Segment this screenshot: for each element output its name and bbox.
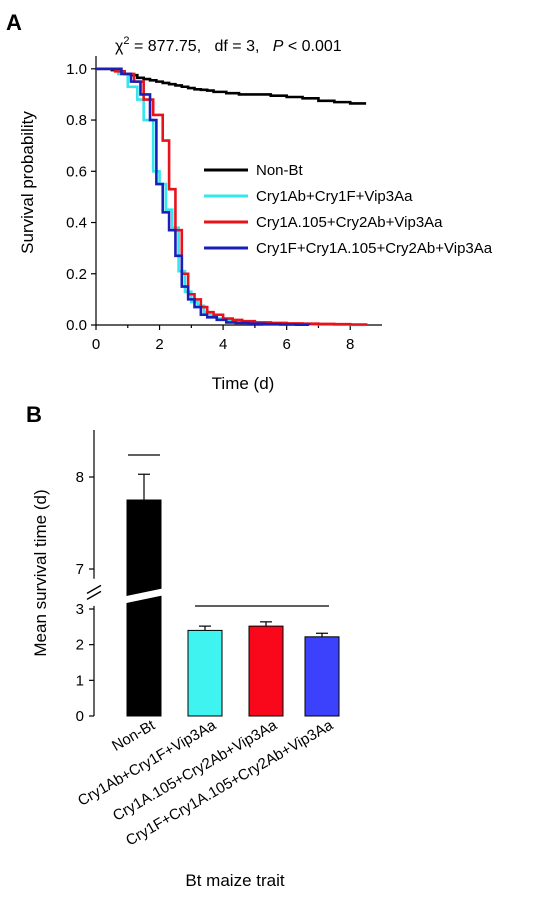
legend-label-3: Cry1F+Cry1A.105+Cry2Ab+Vip3Aa — [256, 240, 493, 257]
bar-1 — [187, 629, 223, 717]
survival-chart: χ2 = 877.75, df = 3, P < 0.001 0.00.20.4… — [18, 35, 493, 393]
bar-category-label-0: Non-Bt — [109, 716, 159, 754]
panel-b-letter: B — [26, 402, 42, 427]
chi-statistic-text: = 877.75, df = 3, — [130, 38, 273, 55]
survival-y-axis-title: Survival probability — [18, 111, 37, 254]
bar-3 — [304, 636, 340, 717]
survival-y-tick-label: 0.8 — [66, 112, 87, 129]
bar-y-axis-title: Mean survival time (d) — [31, 489, 50, 656]
bar-axes: 0 1 2 3 7 8 — [76, 430, 102, 725]
axis-break-mark — [86, 590, 102, 600]
panel-a-letter: A — [6, 10, 22, 35]
bar-x-axis-title: Bt maize trait — [185, 871, 284, 890]
bar-2 — [248, 625, 284, 717]
bar-y-tick-label: 1 — [76, 672, 84, 689]
p-symbol: P — [273, 38, 284, 55]
bar-series — [125, 454, 340, 717]
mean-survival-bar-chart: 0 1 2 3 7 8 Non-BtCry1Ab+Cry1F+Vip3AaCry1A.10… — [31, 430, 340, 890]
bar-0 — [126, 499, 162, 717]
bar-y-tick-label: 2 — [76, 637, 84, 654]
bar-break-gap — [125, 588, 163, 604]
chi-superscript: 2 — [123, 35, 129, 47]
survival-legend: Non-Bt Cry1Ab+Cry1F+Vip3Aa Cry1A.105+Cry2A… — [204, 162, 493, 257]
bar-y-tick-label: 8 — [76, 469, 84, 486]
legend-label-0: Non-Bt — [256, 162, 304, 179]
bar-y-tick-label: 7 — [76, 561, 84, 578]
axis-break-mark — [86, 584, 102, 594]
survival-series-line-0 — [96, 67, 367, 105]
survival-y-tick-label: 0.2 — [66, 266, 87, 283]
bar-y-tick-label: 0 — [76, 708, 84, 725]
survival-x-tick-label: 4 — [219, 336, 227, 353]
bar-category-labels: Non-BtCry1Ab+Cry1F+Vip3AaCry1A.105+Cry2A… — [75, 716, 337, 849]
survival-y-tick-label: 0.4 — [66, 215, 87, 232]
bar-y-tick-label: 3 — [76, 601, 84, 618]
survival-y-tick-label: 1.0 — [66, 61, 87, 78]
survival-series — [96, 67, 368, 327]
p-value-text: < 0.001 — [283, 38, 341, 55]
survival-x-tick-label: 0 — [92, 336, 100, 353]
chi-square-annotation: χ2 = 877.75, df = 3, P < 0.001 — [115, 35, 342, 55]
chi-symbol: χ — [115, 38, 124, 55]
survival-series-line-3 — [96, 67, 311, 327]
legend-label-2: Cry1A.105+Cry2Ab+Vip3Aa — [256, 214, 443, 231]
survival-axes: 0.0 0.2 0.4 0.6 0.8 1.0 0 2 4 6 8 — [66, 56, 382, 353]
survival-x-tick-label: 2 — [155, 336, 163, 353]
survival-y-tick-label: 0.6 — [66, 163, 87, 180]
survival-x-tick-label: 8 — [346, 336, 354, 353]
survival-x-axis-title: Time (d) — [212, 374, 275, 393]
survival-y-tick-label: 0.0 — [66, 317, 87, 334]
legend-label-1: Cry1Ab+Cry1F+Vip3Aa — [256, 188, 413, 205]
survival-x-tick-label: 6 — [282, 336, 290, 353]
